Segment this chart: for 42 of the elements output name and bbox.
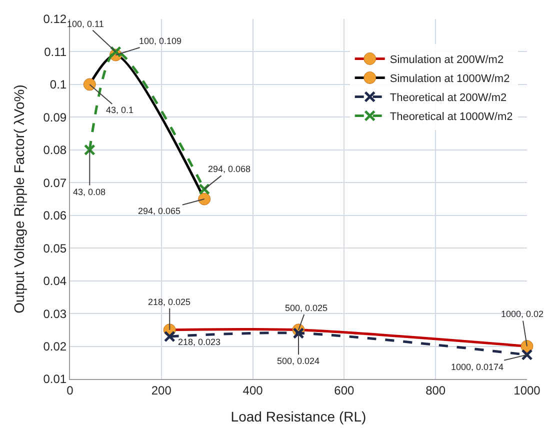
y-tick-label: 0.06 [43, 208, 67, 223]
annotation: 43, 0.08 [73, 187, 106, 197]
point [164, 330, 176, 342]
point [521, 349, 533, 361]
y-tick-label: 0.03 [43, 306, 67, 321]
y-tick-label: 0.05 [43, 241, 67, 256]
y-tick-label: 0.1 [50, 78, 67, 92]
x-tick-label: 0 [66, 383, 74, 398]
legend-label: Theoretical at 1000W/m2 [390, 110, 513, 123]
x-tick-label: 600 [334, 383, 355, 398]
annotation: 294, 0.065 [138, 206, 181, 216]
y-tick-label: 0.12 [43, 12, 67, 26]
legend-label: Simulation at 200W/m2 [390, 54, 504, 66]
x-axis-title: Load Resistance (RL) [230, 408, 366, 425]
y-tick-label: 0.09 [43, 110, 67, 124]
y-tick-label: 0.01 [43, 372, 67, 386]
x-tick-label: 1000 [514, 383, 541, 398]
y-tick-label: 0.08 [43, 143, 67, 158]
point [292, 327, 304, 339]
annotation: 500, 0.025 [285, 303, 328, 313]
annotation: 1000, 0.02 [501, 309, 544, 319]
x-tick-label: 800 [426, 383, 446, 398]
y-axis-title: Output Voltage Ripple Factor( λVo%) [10, 84, 27, 314]
annotation: 294, 0.068 [208, 164, 251, 174]
y-tick-label: 0.07 [43, 176, 67, 190]
annotation: 218, 0.025 [148, 297, 191, 307]
annotation: 218, 0.023 [178, 337, 221, 347]
annotation: 43, 0.1 [106, 105, 134, 115]
annotation: 100, 0.11 [67, 19, 104, 29]
annotation: 100, 0.109 [139, 36, 182, 46]
y-tick-label: 0.11 [44, 44, 67, 59]
annotation: 1000, 0.0174 [451, 362, 504, 372]
annotation: 500, 0.024 [277, 356, 320, 366]
legend-label: Simulation at 1000W/m2 [390, 72, 510, 85]
y-tick-label: 0.02 [43, 339, 67, 354]
x-tick-label: 200 [151, 383, 172, 398]
point [83, 78, 96, 91]
y-tick-label: 0.04 [43, 274, 67, 288]
x-tick-label: 400 [242, 383, 264, 398]
point [84, 144, 96, 156]
point [198, 192, 211, 206]
legend-label: Theoretical at 200W/m2 [390, 92, 507, 104]
